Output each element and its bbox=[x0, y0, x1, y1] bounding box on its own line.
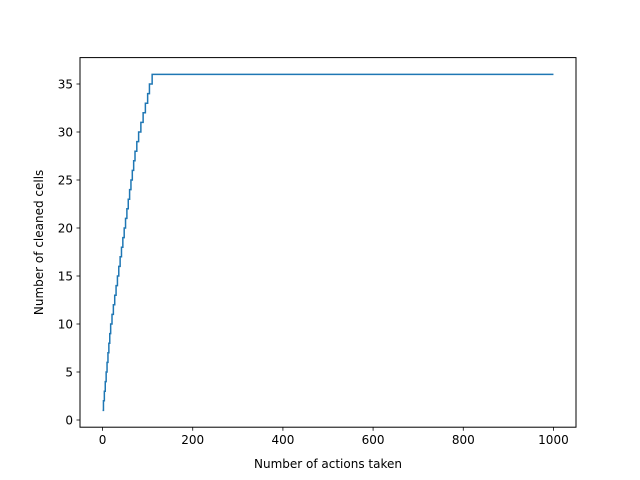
y-tick-label: 35 bbox=[58, 77, 73, 91]
series-line bbox=[102, 73, 554, 412]
x-tick-label: 800 bbox=[452, 433, 475, 447]
series-layer bbox=[102, 73, 554, 412]
y-tick-label: 0 bbox=[65, 413, 73, 427]
y-tick-label: 30 bbox=[58, 125, 73, 139]
y-tick-label: 10 bbox=[58, 317, 73, 331]
x-axis-label: Number of actions taken bbox=[254, 457, 402, 471]
x-tick-label: 0 bbox=[99, 433, 107, 447]
plot-frame bbox=[79, 57, 577, 428]
x-axis-ticks: 0 200 400 600 800 1000 bbox=[99, 427, 569, 447]
x-tick-label: 400 bbox=[271, 433, 294, 447]
y-tick-label: 20 bbox=[58, 221, 73, 235]
x-tick-label: 600 bbox=[362, 433, 385, 447]
y-axis-label: Number of cleaned cells bbox=[32, 170, 46, 315]
y-axis-ticks: 0 5 10 15 20 25 30 35 bbox=[58, 77, 80, 427]
x-tick-label: 200 bbox=[181, 433, 204, 447]
y-tick-label: 5 bbox=[65, 365, 73, 379]
y-tick-label: 15 bbox=[58, 269, 73, 283]
x-tick-label: 1000 bbox=[538, 433, 569, 447]
y-tick-label: 25 bbox=[58, 173, 73, 187]
